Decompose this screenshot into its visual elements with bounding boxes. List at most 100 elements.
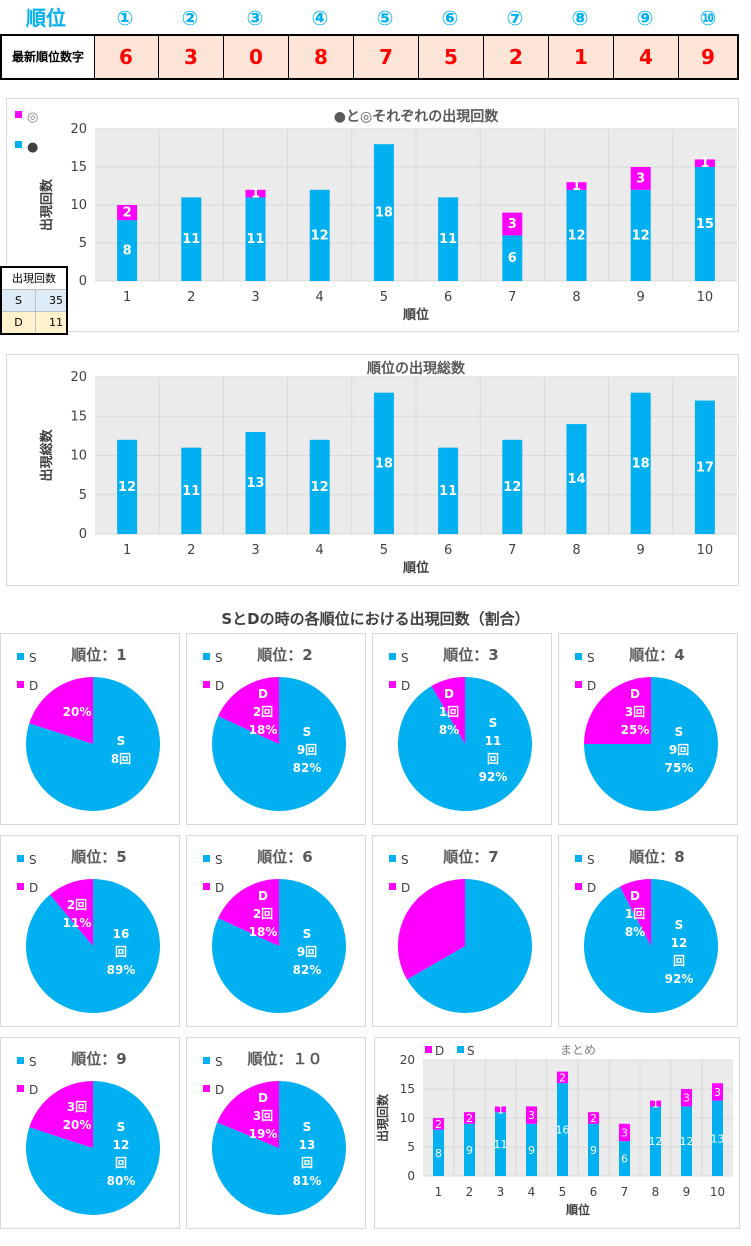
position-circle-7: ⑦ — [506, 6, 524, 30]
chart1-xtick-label: 1 — [123, 290, 131, 305]
pie-legend-swatch-d — [575, 681, 582, 688]
chart2-x-axis-label: 順位 — [403, 560, 429, 576]
pie-label-s: 92% — [665, 972, 694, 986]
pie-panel-6: S D 順位：6 S 9回 82% D 2回 18% — [186, 835, 366, 1027]
latest-digit-5: 7 — [354, 36, 419, 78]
latest-number-row: 最新順位数字 6 3 0 8 7 5 2 1 4 9 — [0, 34, 739, 80]
chart1-x-axis-label: 順位 — [403, 307, 429, 323]
chart1-data-label: 15 — [696, 217, 714, 232]
pie-title: 順位：5 — [70, 848, 126, 866]
pie-legend-swatch-s — [389, 653, 396, 660]
pie-label-s: 9回 — [297, 945, 317, 959]
chart1-xtick-label: 2 — [187, 290, 195, 305]
pie-legend-swatch-s — [203, 653, 210, 660]
pie-label-d: D — [630, 687, 640, 701]
summary-data-label: 2 — [559, 1071, 566, 1084]
chart2-data-label: 13 — [246, 476, 264, 491]
summary-xtick-label: 7 — [621, 1185, 629, 1199]
stacked-count-chart: 0510152018221131114125186117638121912310… — [15, 108, 737, 323]
summary-bar — [650, 1106, 661, 1176]
pie-legend-swatch-s — [203, 855, 210, 862]
pie-title: 順位：7 — [442, 848, 498, 866]
chart2-data-label: 18 — [375, 456, 393, 471]
summary-chart-panel: 0 5 10 15 20 1 8 2 2 9 2 3 11 1 4 9 3 5 16 2 6 9 2 7 6 3 8 12 1 9 12 3 1… — [374, 1037, 740, 1229]
position-circle-6: ⑥ — [441, 6, 459, 30]
chart1-legend-swatch-s — [15, 141, 22, 148]
chart1-ytick-label: 20 — [70, 122, 87, 137]
pie-label-d: 3回 — [253, 1109, 273, 1123]
chart1-data-label: 3 — [508, 217, 517, 232]
pie-legend-label-d: D — [29, 1083, 38, 1097]
pie-legend-label-d: D — [401, 679, 410, 693]
summary-bar — [495, 1106, 506, 1113]
pie-legend-label-s: S — [215, 651, 223, 665]
summary-xtick-label: 2 — [466, 1185, 474, 1199]
chart1-data-label: 1 — [700, 156, 709, 171]
chart2-xtick-label: 2 — [187, 543, 195, 558]
pie-panel-5: S D 順位：5 16 回 89% 2回 11% — [0, 835, 180, 1027]
summary-legend-swatch-d — [425, 1046, 432, 1053]
pie-slice-d — [29, 677, 93, 744]
pie-slice-s — [25, 677, 160, 811]
chart2-xtick-label: 6 — [444, 543, 452, 558]
pie-label-s: S — [489, 716, 498, 730]
pie-title: 順位：1 — [70, 646, 126, 664]
chart1-ytick-label: 0 — [79, 274, 87, 289]
position-circle-4: ④ — [311, 6, 329, 30]
pie-title: 順位：2 — [256, 646, 312, 664]
chart1-bar — [694, 167, 715, 281]
counts-value-s: 35 — [49, 294, 63, 307]
pie-legend-swatch-s — [203, 1057, 210, 1064]
chart1-data-label: 11 — [246, 232, 264, 247]
pie-legend-swatch-s — [575, 653, 582, 660]
pie-label-d: D — [630, 889, 640, 903]
summary-data-label: 9 — [590, 1144, 597, 1157]
pie-label-s: 16 — [113, 927, 130, 941]
pie-label-s: 回 — [487, 752, 499, 766]
pie-panel-1: S D 順位：1 S 8回 20% — [0, 633, 180, 825]
chart1-data-label: 3 — [636, 171, 645, 186]
pie-legend-swatch-d — [203, 883, 210, 890]
chart2-xtick-label: 10 — [697, 543, 714, 558]
pie-legend-label-d: D — [215, 679, 224, 693]
pie-label-s: 81% — [293, 1174, 322, 1188]
pie-legend-label-d: D — [401, 881, 410, 895]
pie-label-s: 13 — [299, 1138, 316, 1152]
pie-label-d: D — [444, 687, 454, 701]
counts-key-s: S — [2, 290, 36, 311]
pie-label-s: 92% — [479, 770, 508, 784]
summary-bar — [712, 1100, 723, 1176]
summary-data-label: 2 — [466, 1112, 473, 1125]
pie-slice-d — [619, 879, 651, 946]
summary-ytick-label: 20 — [400, 1053, 415, 1067]
chart1-bar — [181, 197, 202, 281]
summary-bar — [681, 1106, 692, 1176]
pie-label-d: D — [258, 687, 268, 701]
summary-bar — [650, 1100, 661, 1107]
pie-slice-s — [25, 1081, 160, 1215]
chart1-bar — [694, 159, 715, 167]
summary-bar — [588, 1112, 599, 1124]
pie-label-d: 19% — [249, 1127, 278, 1141]
latest-digit-9: 4 — [614, 36, 679, 78]
pie-legend-swatch-d — [575, 883, 582, 890]
chart1-bar — [373, 144, 394, 281]
summary-xtick-label: 8 — [652, 1185, 660, 1199]
pie-slice-d — [217, 1081, 279, 1148]
chart2-bar — [502, 439, 523, 534]
pie-label-d: D — [258, 889, 268, 903]
summary-data-label: 9 — [466, 1144, 473, 1157]
chart2-data-label: 14 — [567, 472, 585, 487]
summary-bar — [619, 1123, 630, 1142]
pie-label-s: S — [303, 725, 312, 739]
pie-label-s: 82% — [293, 963, 322, 977]
position-circle-10: ⑩ — [699, 6, 717, 30]
summary-data-label: 16 — [556, 1124, 570, 1137]
pie-legend-swatch-s — [389, 855, 396, 862]
summary-bar — [495, 1112, 506, 1176]
summary-data-label: 2 — [435, 1118, 442, 1131]
chart2-xtick-label: 3 — [251, 543, 259, 558]
pie-legend-label-d: D — [215, 881, 224, 895]
